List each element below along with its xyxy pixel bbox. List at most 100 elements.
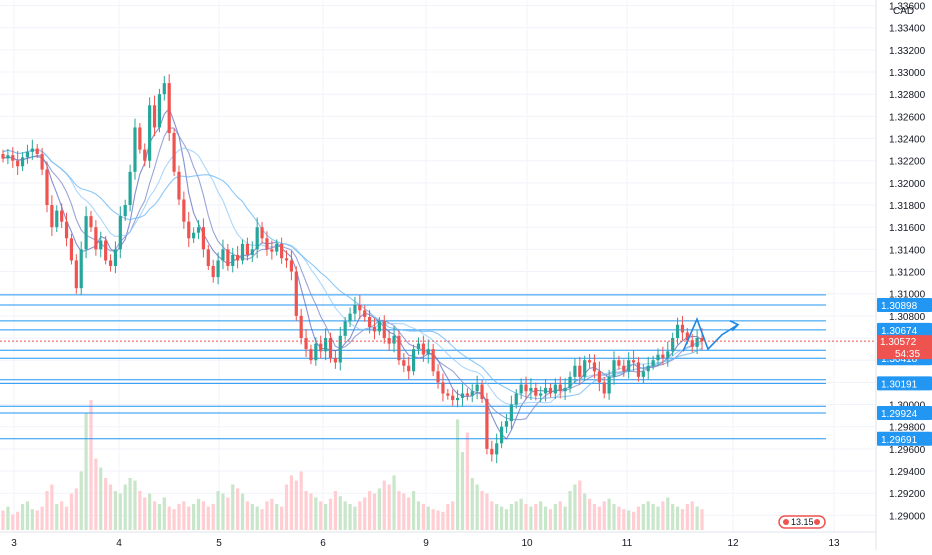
volume-bar [55, 504, 59, 530]
candle-body [607, 376, 611, 394]
volume-bar [480, 491, 484, 530]
volume-bar [666, 497, 670, 530]
volume-bar [280, 506, 284, 530]
y-tick-label: 1.32200 [889, 157, 926, 168]
moving-average-fast [2, 107, 703, 440]
candle-body [656, 354, 660, 361]
candle-body [16, 160, 20, 167]
volume-bar [446, 504, 450, 530]
candle-body [587, 360, 592, 363]
volume-bar [543, 506, 548, 530]
x-tick-label: 13 [828, 538, 840, 549]
candle-body [94, 227, 98, 250]
candle-body [426, 349, 430, 355]
candle-body [514, 393, 518, 405]
candle-body [328, 338, 333, 358]
level-tag-box [877, 405, 932, 420]
volume-bar [617, 506, 621, 530]
y-tick-label: 1.32000 [889, 179, 926, 190]
candle-body [309, 349, 313, 361]
x-tick-label: 3 [11, 538, 17, 549]
candle-body [685, 332, 689, 341]
volume-bar [309, 493, 313, 530]
volume-bar [363, 497, 367, 530]
candle-body [50, 205, 54, 228]
level-tag-box [877, 322, 932, 337]
volume-bar [700, 509, 704, 530]
y-tick-label: 1.29600 [889, 445, 926, 456]
currency-label: CAD [893, 6, 914, 17]
volume-bar [143, 497, 147, 530]
y-tick-label: 1.33600 [889, 2, 926, 13]
y-tick-label: 1.31200 [889, 268, 926, 279]
volume-bar [35, 510, 39, 530]
volume-bar [275, 504, 279, 530]
candle-body [11, 155, 15, 161]
candle-body [299, 315, 303, 339]
candle-body [441, 382, 445, 394]
candle-body [490, 448, 494, 455]
price-axis-ticks[interactable]: 1.33600 1.33400 1.33200 1.33000 1.32800 1.326… [889, 2, 926, 523]
time-axis-ticks[interactable]: 3 4 5 6 9 10 11 12 13 [11, 538, 840, 549]
candle-body [675, 324, 680, 339]
candle-body [45, 169, 49, 206]
event-badge[interactable]: 13.15 [778, 515, 826, 529]
candle-body [118, 216, 122, 250]
candle-body [319, 343, 323, 352]
candle-body [499, 426, 504, 444]
candle-body [666, 351, 670, 358]
volume-bar [690, 501, 694, 530]
volume-bar [206, 506, 210, 530]
volume-bar [221, 493, 225, 530]
candle-body [108, 260, 113, 266]
level-tag-box [877, 376, 932, 391]
candle-body [651, 360, 655, 366]
candle-body [148, 105, 152, 161]
candle-body [363, 310, 367, 317]
volume-bar [436, 510, 440, 530]
volume-bar [558, 501, 562, 530]
candle-body [196, 227, 201, 233]
volume-bar [412, 491, 416, 530]
volume-bar [499, 506, 504, 530]
volume-bar [236, 488, 240, 530]
candle-body [631, 360, 636, 363]
flag-icon-secondary [814, 519, 820, 525]
candle-body [284, 258, 289, 261]
volume-bar [563, 506, 567, 530]
volume-bar [455, 419, 460, 530]
volume-bar [451, 501, 455, 530]
candle-body [627, 360, 631, 372]
candle-body [79, 249, 83, 289]
candle-body [524, 384, 528, 392]
volume-bar [270, 498, 274, 530]
x-tick-label: 6 [320, 538, 326, 549]
candle-body [412, 349, 416, 372]
volume-bar [240, 493, 245, 530]
volume-bar [211, 504, 215, 530]
candle-body [84, 216, 88, 250]
volume-bar [343, 501, 347, 530]
volume-layer [1, 400, 704, 530]
candle-body [661, 354, 665, 358]
volume-bar [128, 478, 132, 530]
volume-bar [69, 493, 74, 530]
volume-bar [192, 504, 196, 530]
candle-body [460, 393, 465, 398]
volume-bar [113, 491, 118, 530]
support-resistance-levels[interactable] [0, 294, 826, 440]
candle-body [641, 371, 645, 377]
volume-bar [490, 501, 494, 530]
candle-body [338, 335, 342, 363]
candle-body [6, 155, 10, 159]
candlestick-series [1, 74, 704, 464]
volume-bar [265, 501, 269, 530]
volume-bar [250, 504, 254, 530]
candle-body [382, 321, 386, 339]
volume-bar [695, 506, 699, 530]
candle-body [700, 338, 704, 342]
level-tag-label: 1.30418 [881, 354, 918, 365]
volume-bar [118, 493, 122, 530]
projection-path[interactable] [682, 317, 740, 352]
